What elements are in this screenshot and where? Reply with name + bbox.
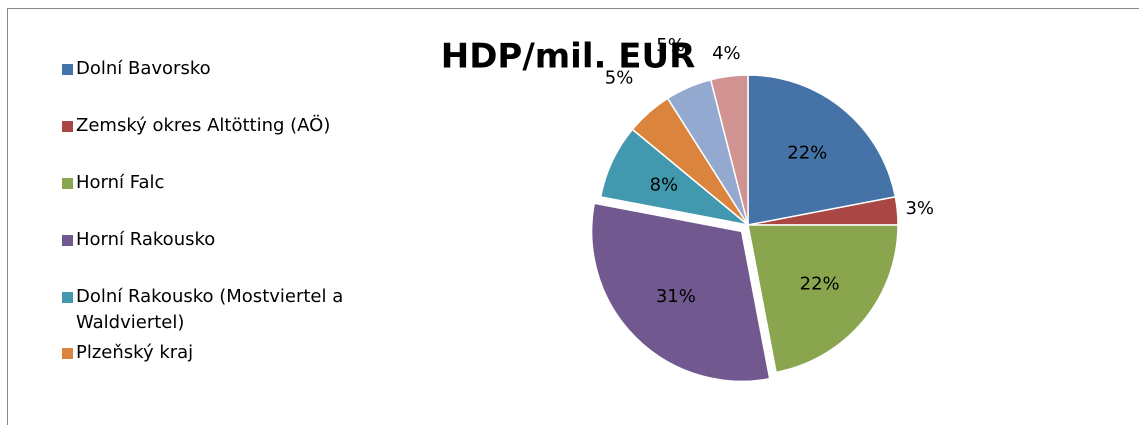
- legend-item: Plzeňský kraj: [62, 340, 392, 366]
- legend-swatch: [62, 292, 73, 303]
- pie-slice: [747, 224, 899, 374]
- legend-item: Horní Rakousko: [62, 227, 392, 253]
- legend-label: Dolní Rakousko (Mostviertel a Waldvierte…: [76, 286, 344, 333]
- legend-item: Dolní Bavorsko: [62, 56, 392, 82]
- pie-slice: [709, 74, 749, 226]
- legend-label: Dolní Bavorsko: [76, 58, 211, 79]
- pie-slice: [590, 202, 771, 383]
- legend-swatch: [62, 348, 73, 359]
- legend-label: Plzeňský kraj: [76, 342, 194, 363]
- legend: Dolní Bavorsko Zemský okres Altötting (AÖ…: [62, 56, 392, 397]
- legend-swatch: [62, 121, 73, 132]
- legend-item: Zemský okres Altötting (AÖ): [62, 113, 392, 139]
- data-label: 8%: [650, 174, 679, 195]
- data-label: 4%: [712, 43, 741, 64]
- pie-slice: [747, 74, 897, 226]
- legend-label: Horní Rakousko: [76, 229, 216, 250]
- data-label: 3%: [905, 198, 934, 219]
- data-label: 22%: [787, 142, 827, 163]
- data-label: 5%: [605, 68, 634, 89]
- legend-swatch: [62, 178, 73, 189]
- data-label: 5%: [656, 35, 685, 56]
- legend-swatch: [62, 64, 73, 75]
- legend-swatch: [62, 235, 73, 246]
- data-label: 31%: [656, 286, 696, 307]
- chart-frame: [7, 8, 1139, 425]
- legend-item: Dolní Rakousko (Mostviertel a Waldvierte…: [62, 284, 392, 336]
- legend-item: Horní Falc: [62, 170, 392, 196]
- legend-label: Horní Falc: [76, 172, 165, 193]
- data-label: 22%: [800, 273, 840, 294]
- chart-title: HDP/mil. EUR: [441, 37, 696, 77]
- legend-label: Zemský okres Altötting (AÖ): [76, 115, 331, 136]
